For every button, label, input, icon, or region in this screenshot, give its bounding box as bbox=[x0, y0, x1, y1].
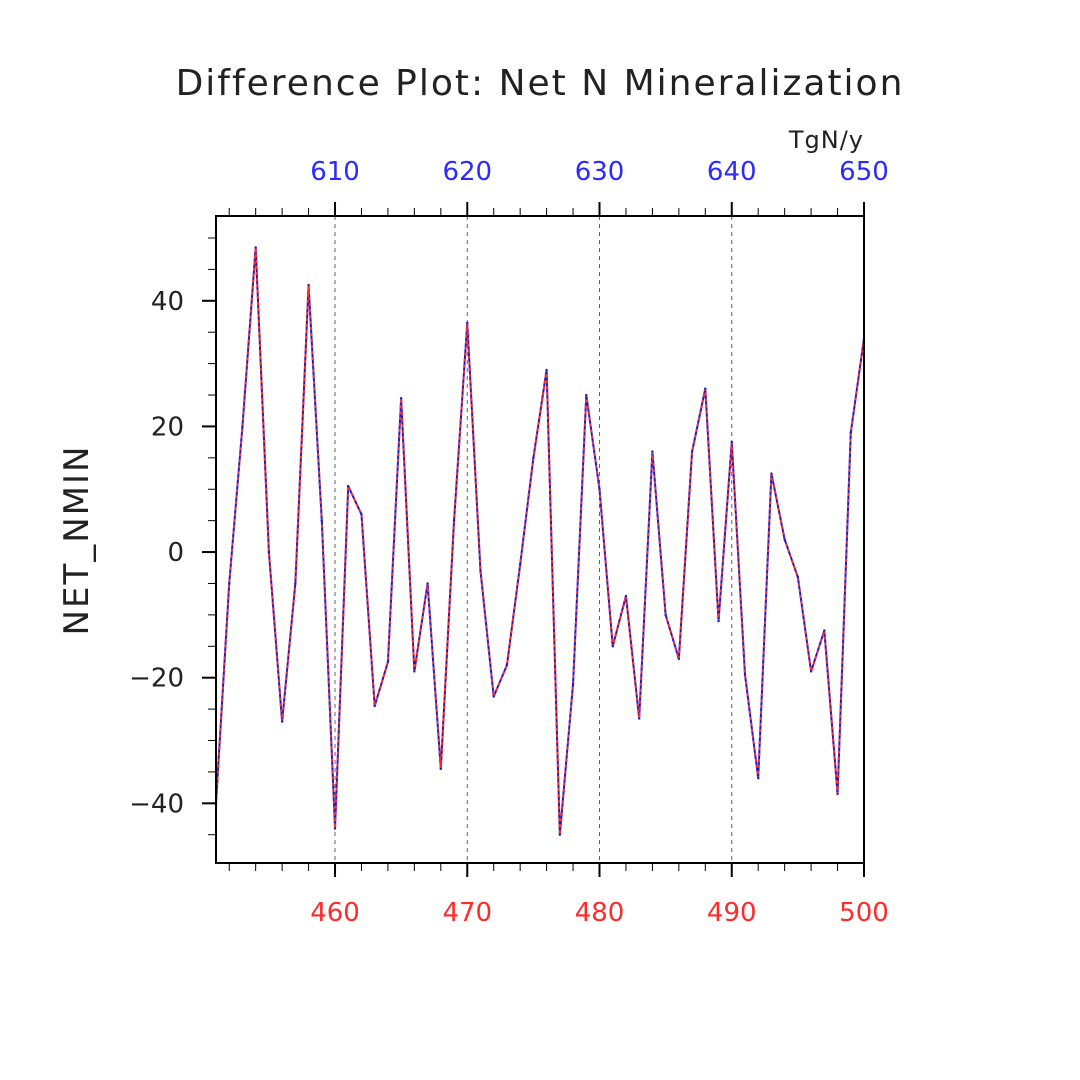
chart-units: TgN/y bbox=[788, 126, 864, 154]
data-point bbox=[796, 575, 800, 579]
data-point bbox=[426, 582, 429, 585]
data-point bbox=[757, 776, 760, 780]
data-point bbox=[770, 472, 773, 475]
series-line-dashed bbox=[215, 247, 865, 835]
data-point bbox=[307, 283, 310, 287]
data-point bbox=[717, 619, 720, 623]
data-point bbox=[823, 629, 826, 632]
data-point bbox=[439, 767, 443, 770]
y-tick-label: 40 bbox=[151, 287, 184, 317]
data-point bbox=[585, 393, 588, 397]
data-point bbox=[333, 827, 337, 830]
data-point bbox=[479, 569, 482, 573]
x-top-tick-label: 640 bbox=[707, 157, 757, 187]
y-tick-label: 20 bbox=[151, 412, 184, 442]
data-point bbox=[558, 833, 562, 836]
x-top-tick-label: 610 bbox=[310, 157, 360, 187]
data-point bbox=[399, 396, 403, 400]
data-point bbox=[466, 321, 469, 324]
series-group bbox=[214, 246, 866, 836]
x-bottom-tick-label: 480 bbox=[575, 898, 625, 928]
data-point bbox=[730, 440, 733, 444]
data-point bbox=[571, 682, 575, 686]
x-bottom-tick-label: 500 bbox=[839, 898, 889, 928]
data-point bbox=[386, 660, 390, 664]
data-point bbox=[360, 513, 363, 516]
data-point bbox=[267, 550, 271, 554]
data-point bbox=[492, 695, 495, 698]
x-top-tick-label: 630 bbox=[575, 157, 625, 187]
data-point bbox=[294, 582, 297, 585]
data-point bbox=[624, 594, 628, 598]
y-tick-label: 0 bbox=[167, 538, 184, 568]
data-point bbox=[743, 673, 747, 676]
data-point bbox=[518, 563, 522, 566]
chart-title: Difference Plot: Net N Mineralization bbox=[176, 63, 905, 104]
data-point bbox=[347, 484, 350, 488]
data-point bbox=[373, 704, 376, 708]
x-top-tick-label: 620 bbox=[442, 157, 492, 187]
data-point bbox=[413, 670, 416, 673]
y-tick-label: −40 bbox=[129, 789, 184, 819]
data-point bbox=[637, 717, 641, 720]
data-point bbox=[228, 582, 231, 585]
data-point bbox=[532, 456, 535, 460]
data-point bbox=[651, 450, 654, 453]
x-bottom-tick-label: 470 bbox=[442, 898, 492, 928]
data-point bbox=[505, 663, 509, 667]
data-point bbox=[280, 720, 284, 723]
x-top-tick-label: 650 bbox=[839, 157, 889, 187]
data-point bbox=[849, 431, 852, 434]
data-point bbox=[836, 792, 839, 796]
x-bottom-tick-label: 460 bbox=[310, 898, 360, 928]
data-point bbox=[320, 519, 323, 522]
data-point bbox=[241, 425, 244, 428]
y-axis-label: NET_NMIN bbox=[57, 445, 97, 636]
data-point bbox=[452, 519, 456, 522]
data-point bbox=[677, 657, 681, 661]
plot-frame bbox=[215, 215, 865, 864]
series-line-solid bbox=[215, 247, 865, 835]
data-point bbox=[545, 368, 548, 372]
data-point bbox=[254, 246, 257, 249]
x-bottom-tick-label: 490 bbox=[707, 898, 757, 928]
data-point bbox=[611, 645, 614, 648]
data-point bbox=[809, 670, 813, 673]
axes: −40 −20 0 20 40 460 470 480 490 500 610 620 630 640 65… bbox=[129, 157, 889, 928]
data-point bbox=[783, 538, 786, 541]
data-point bbox=[690, 450, 694, 453]
data-point bbox=[704, 387, 707, 390]
y-tick-label: −20 bbox=[129, 664, 184, 694]
data-point bbox=[664, 613, 667, 617]
data-point bbox=[598, 488, 601, 491]
